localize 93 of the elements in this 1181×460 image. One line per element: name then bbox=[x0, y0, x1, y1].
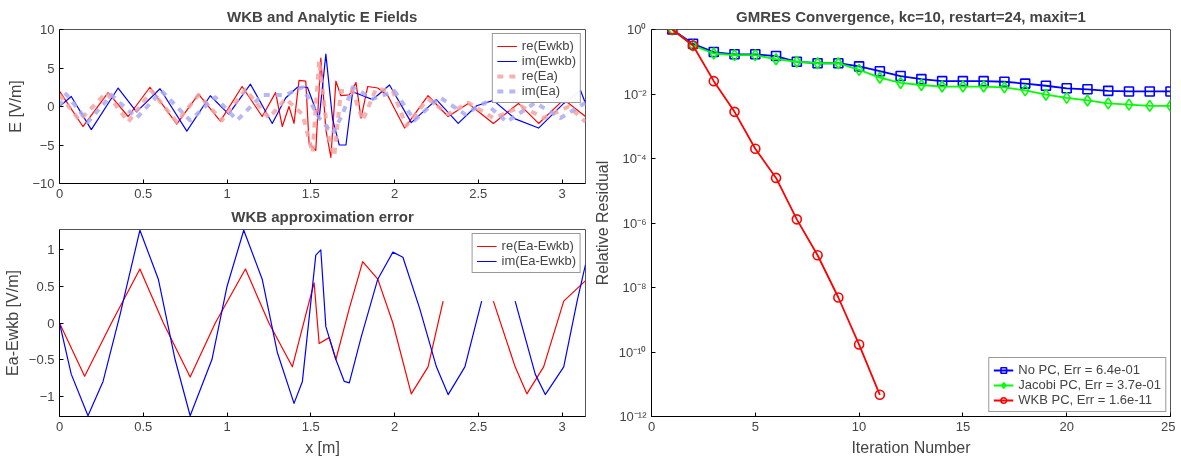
point bbox=[936, 75, 948, 87]
point bbox=[854, 63, 864, 77]
point bbox=[895, 70, 906, 82]
y-axis-title: Ea-Ewkb [V/m] bbox=[3, 270, 21, 376]
point bbox=[999, 76, 1010, 88]
y-tick-label: −5 bbox=[39, 137, 55, 153]
point bbox=[833, 292, 844, 303]
x-tick-label: 20 bbox=[1059, 418, 1074, 434]
x-tick-label: 1 bbox=[223, 185, 231, 201]
chart-title: WKB approximation error bbox=[231, 207, 414, 225]
legend-label: im(Ewkb) bbox=[521, 53, 576, 68]
x-tick-label: 3 bbox=[558, 418, 566, 434]
legend-label: re(Ea) bbox=[521, 68, 558, 83]
point bbox=[750, 143, 761, 155]
point bbox=[1040, 80, 1052, 92]
point bbox=[812, 249, 823, 261]
y-tick-label: 5 bbox=[47, 60, 55, 76]
point bbox=[957, 75, 969, 87]
point bbox=[999, 81, 1009, 94]
point bbox=[874, 389, 886, 401]
point bbox=[1062, 91, 1072, 105]
x-tick-label: 15 bbox=[955, 418, 971, 434]
point bbox=[708, 75, 720, 87]
y-tick-label: −1 bbox=[39, 388, 55, 404]
x-tick-label: 25 bbox=[1161, 418, 1176, 434]
legend-label: re(Ewkb) bbox=[521, 38, 574, 53]
x-tick-label: 2.5 bbox=[469, 185, 488, 201]
y-tick-label: 10⁻⁶ bbox=[622, 215, 647, 231]
x-axis-title: x [m] bbox=[305, 438, 340, 456]
x-tick-label: 1 bbox=[223, 418, 231, 434]
x-tick-label: 10 bbox=[851, 418, 867, 434]
legend-label: Jacobi PC, Err = 3.7e-01 bbox=[1018, 377, 1161, 392]
y-tick-label: 10⁰ bbox=[627, 22, 647, 37]
point bbox=[1082, 94, 1092, 107]
point bbox=[1144, 86, 1156, 97]
point bbox=[916, 78, 926, 92]
x-axis-title: Iteration Number bbox=[851, 438, 972, 456]
point bbox=[1082, 83, 1093, 95]
line-series bbox=[59, 85, 586, 136]
point bbox=[791, 214, 803, 225]
y-tick-label: 10⁻¹⁰ bbox=[618, 344, 647, 360]
point bbox=[1019, 78, 1031, 89]
legend-label: WKB PC, Err = 1.6e-11 bbox=[1018, 392, 1153, 407]
point bbox=[729, 106, 740, 118]
x-tick-label: 2 bbox=[390, 185, 399, 201]
point bbox=[1103, 97, 1113, 110]
legend-label: No PC, Err = 6.4e-01 bbox=[1018, 362, 1141, 377]
y-tick-label: 10⁻² bbox=[623, 86, 648, 102]
legend-label: im(Ea-Ewkb) bbox=[501, 253, 576, 268]
point bbox=[1124, 98, 1134, 111]
y-tick-label: 10⁻¹² bbox=[619, 409, 648, 424]
y-tick-label: 10⁻⁴ bbox=[622, 151, 647, 166]
point bbox=[770, 50, 782, 62]
y-tick-label: 10 bbox=[40, 22, 55, 37]
point bbox=[771, 52, 781, 66]
chart-title: WKB and Analytic E Fields bbox=[227, 7, 418, 25]
point bbox=[1041, 88, 1051, 102]
x-tick-label: 1.5 bbox=[301, 418, 320, 434]
x-tick-label: 2 bbox=[390, 418, 399, 434]
x-tick-label: 1.5 bbox=[301, 185, 320, 201]
point bbox=[1061, 83, 1072, 94]
x-tick-label: 3 bbox=[558, 185, 566, 201]
legend-label: im(Ea) bbox=[521, 83, 561, 98]
point bbox=[979, 80, 989, 93]
point bbox=[1020, 84, 1030, 97]
point bbox=[1145, 99, 1155, 113]
x-tick-label: 0.5 bbox=[134, 418, 153, 434]
point bbox=[853, 61, 865, 72]
y-axis-title: E [V/m] bbox=[7, 80, 25, 133]
point bbox=[875, 71, 885, 85]
point bbox=[958, 80, 968, 93]
y-tick-label: 0 bbox=[47, 99, 55, 114]
chart-title: GMRES Convergence, kc=10, restart=24, maxit=1 bbox=[736, 7, 1086, 25]
y-tick-label: −0.5 bbox=[28, 352, 55, 368]
point bbox=[937, 80, 947, 93]
y-axis-title: Relative Residual bbox=[593, 160, 611, 286]
point bbox=[853, 339, 865, 350]
point bbox=[916, 73, 927, 85]
y-tick-label: 0 bbox=[47, 315, 55, 331]
point bbox=[1102, 85, 1114, 97]
x-tick-label: 2.5 bbox=[469, 418, 488, 434]
x-tick-label: 5 bbox=[751, 418, 759, 434]
legend-label: re(Ea-Ewkb) bbox=[501, 238, 574, 253]
point bbox=[770, 172, 782, 184]
x-tick-label: 0.5 bbox=[134, 185, 153, 201]
y-tick-label: 0.5 bbox=[36, 278, 55, 294]
y-tick-label: 10⁻⁸ bbox=[622, 280, 647, 295]
point bbox=[978, 75, 989, 87]
point bbox=[896, 76, 906, 90]
point bbox=[874, 65, 886, 77]
y-tick-label: −10 bbox=[32, 176, 55, 191]
y-tick-label: 1 bbox=[47, 242, 55, 258]
point bbox=[1123, 86, 1135, 97]
